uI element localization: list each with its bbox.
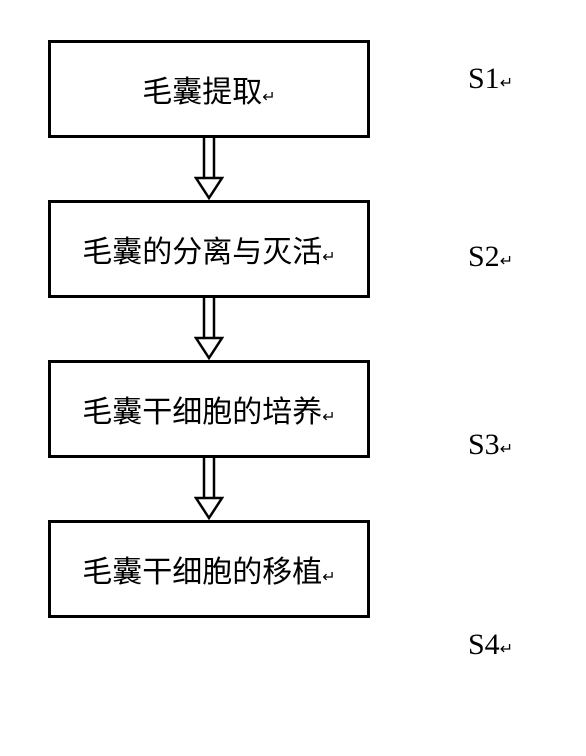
label-text-4: S4 [468,628,500,661]
arrow-icon [194,458,224,520]
arrow-icon [194,298,224,360]
step-box-3: 毛囊干细胞的培养↵ [48,360,370,458]
step-text-3: 毛囊干细胞的培养↵ [82,387,335,431]
return-mark: ↵ [322,249,335,266]
step-label-2: S2↵ [468,240,513,274]
step-label-1: S1↵ [468,62,513,96]
step-box-1: 毛囊提取↵ [48,40,370,138]
step-content-1: 毛囊提取 [142,76,262,109]
step-text-1: 毛囊提取↵ [142,67,275,111]
return-mark: ↵ [500,253,513,270]
return-mark: ↵ [500,441,513,458]
label-text-1: S1 [468,62,500,95]
step-box-4: 毛囊干细胞的移植↵ [48,520,370,618]
flowchart-container: 毛囊提取↵ 毛囊的分离与灭活↵ 毛囊干细胞的培养↵ [48,40,536,618]
label-text-3: S3 [468,428,500,461]
return-mark: ↵ [322,569,335,586]
return-mark: ↵ [500,641,513,658]
step-text-2: 毛囊的分离与灭活↵ [82,227,335,271]
arrow-3 [48,458,370,520]
step-content-4: 毛囊干细胞的移植 [82,556,322,589]
return-mark: ↵ [262,89,275,106]
arrow-1 [48,138,370,200]
return-mark: ↵ [322,409,335,426]
step-label-4: S4↵ [468,628,513,662]
return-mark: ↵ [500,75,513,92]
step-text-4: 毛囊干细胞的移植↵ [82,547,335,591]
label-text-2: S2 [468,240,500,273]
arrow-icon [194,138,224,200]
step-content-3: 毛囊干细胞的培养 [82,396,322,429]
step-box-2: 毛囊的分离与灭活↵ [48,200,370,298]
step-content-2: 毛囊的分离与灭活 [82,236,322,269]
step-label-3: S3↵ [468,428,513,462]
arrow-2 [48,298,370,360]
